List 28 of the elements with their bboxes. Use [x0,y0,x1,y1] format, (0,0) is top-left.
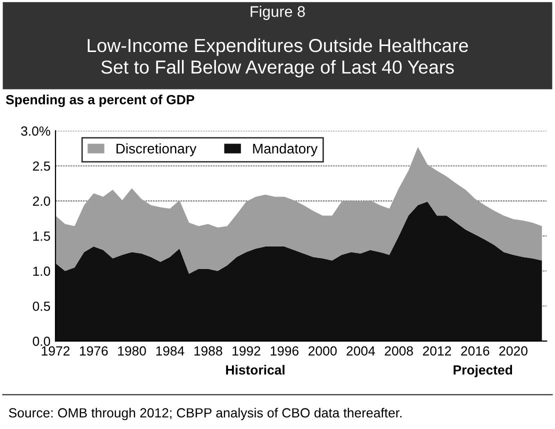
x-tick-label: 2012 [422,346,452,356]
x-tick-label: 1988 [194,346,222,356]
x-tick-label: 1992 [232,346,260,356]
text: Historical [226,364,284,375]
x-tick-label: 2008 [384,346,413,356]
y-axis-title: Spending as a percent of GDP [6,94,194,107]
y-tick-label: 3.0% [21,126,50,136]
chart-title: Figure 8 [250,6,305,20]
y-tick-label: 1.5 [33,232,50,241]
source-note: Source: OMB through 2012; CBPP analysis of CBO data thereafter. [8,408,402,420]
y-tick-label: 0.0 [32,336,50,346]
legend-label: Mandatory [253,143,318,156]
x-tick-label: 2020 [499,346,528,356]
y-tick-label: 0.5 [32,302,50,311]
chart-subtitle: Low-Income Expenditures Outside Healthcare Set to Fall Below Average of Last 40 Years [88,38,468,78]
y-tick-label: 2.0 [32,196,50,206]
x-tick-label: 1972 [42,346,70,356]
text: Projected [454,364,512,378]
y-tick-label: 2.5 [32,161,50,171]
x-tick-label: 2004 [346,346,375,356]
x-tick-label: 1976 [80,346,108,356]
x-tick-label: 1980 [118,346,146,356]
x-tick-label: 1996 [270,346,298,356]
legend-label: Discretionary [116,143,196,156]
x-tick-label: 2016 [461,346,490,356]
y-tick-label: 1.0 [33,266,50,276]
x-tick-label: 2000 [308,346,337,356]
x-tick-label: 1984 [156,346,184,356]
